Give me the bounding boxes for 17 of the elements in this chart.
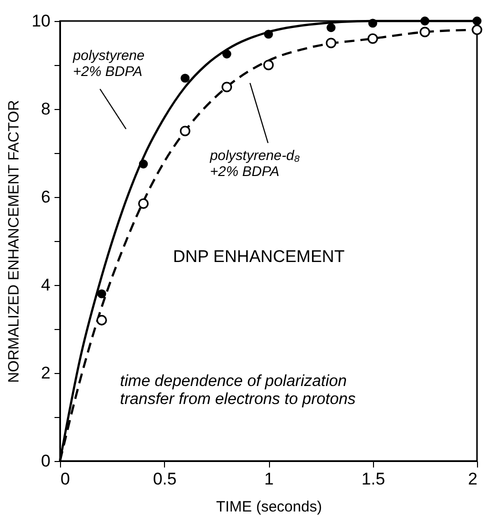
annotation: DNP ENHANCEMENT [173,247,345,266]
y-tick-label: 0 [41,452,50,470]
annotation: polystyrene-d₈ +2% BDPA [209,147,300,179]
x-tick-label: 0 [60,470,70,488]
y-tick-label: 4 [41,276,50,294]
x-axis-title: TIME (seconds) [216,498,322,516]
x-tick-label: 0.5 [152,470,177,488]
x-tick-label: 2 [468,470,478,488]
y-axis-title: NORMALIZED ENHANCEMENT FACTOR [6,100,23,383]
annotation: polystyrene +2% BDPA [72,47,145,79]
annotation: time dependence of polarization transfer from electrons to protons [120,373,356,408]
y-tick-label: 2 [41,364,50,382]
y-tick-label: 8 [41,100,50,118]
x-tick-label: 1 [264,470,274,488]
x-tick-label: 1.5 [361,470,386,488]
y-tick-label: 10 [32,12,50,30]
y-tick-label: 6 [41,188,50,206]
